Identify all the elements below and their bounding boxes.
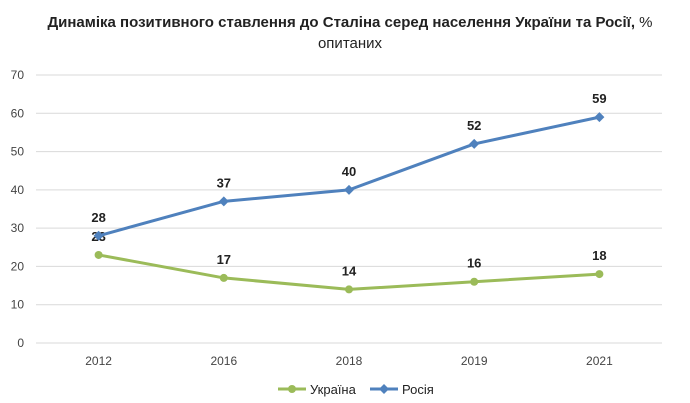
y-tick-label-70: 70	[11, 68, 25, 82]
x-tick-label-2021: 2021	[586, 354, 613, 368]
data-point-0-0	[94, 250, 103, 259]
data-point-1-0	[93, 230, 104, 241]
data-label-0-4: 18	[592, 248, 606, 263]
legend-label-1: Росія	[402, 382, 434, 397]
x-tick-label-2012: 2012	[85, 354, 112, 368]
data-label-0-1: 17	[217, 252, 231, 267]
data-point-0-1	[219, 273, 228, 282]
data-label-1-3: 52	[467, 118, 481, 133]
x-tick-label-2019: 2019	[461, 354, 488, 368]
x-tick-label-2018: 2018	[336, 354, 363, 368]
y-tick-label-40: 40	[11, 183, 25, 197]
data-point-0-2	[345, 285, 353, 294]
data-point-1-3	[469, 138, 480, 149]
data-label-0-3: 16	[467, 256, 481, 271]
y-tick-label-30: 30	[11, 221, 25, 235]
data-point-0-3	[470, 277, 479, 286]
data-point-1-4	[594, 112, 605, 123]
y-tick-label-60: 60	[11, 106, 25, 120]
legend-marker-1	[379, 384, 389, 394]
data-label-0-2: 14	[342, 263, 357, 278]
legend-marker-0	[288, 385, 296, 393]
y-tick-label-10: 10	[11, 298, 25, 312]
legend-label-0: Україна	[310, 382, 357, 397]
data-label-1-1: 37	[217, 175, 231, 190]
chart-title-main: Динаміка позитивного ставлення до Сталін…	[47, 14, 636, 31]
x-tick-label-2016: 2016	[210, 354, 237, 368]
data-point-0-4	[595, 270, 604, 279]
y-tick-label-50: 50	[11, 145, 25, 159]
data-point-1-2	[344, 184, 354, 195]
chart-title: Динаміка позитивного ставлення до Сталін…	[40, 12, 660, 54]
y-tick-label-0: 0	[17, 336, 24, 350]
y-tick-label-20: 20	[11, 259, 25, 273]
data-label-1-4: 59	[592, 91, 606, 106]
data-label-1-2: 40	[342, 164, 356, 179]
data-point-1-1	[218, 196, 229, 207]
chart-title-unit: % опитаних	[317, 14, 653, 52]
data-label-1-0: 28	[91, 210, 105, 225]
